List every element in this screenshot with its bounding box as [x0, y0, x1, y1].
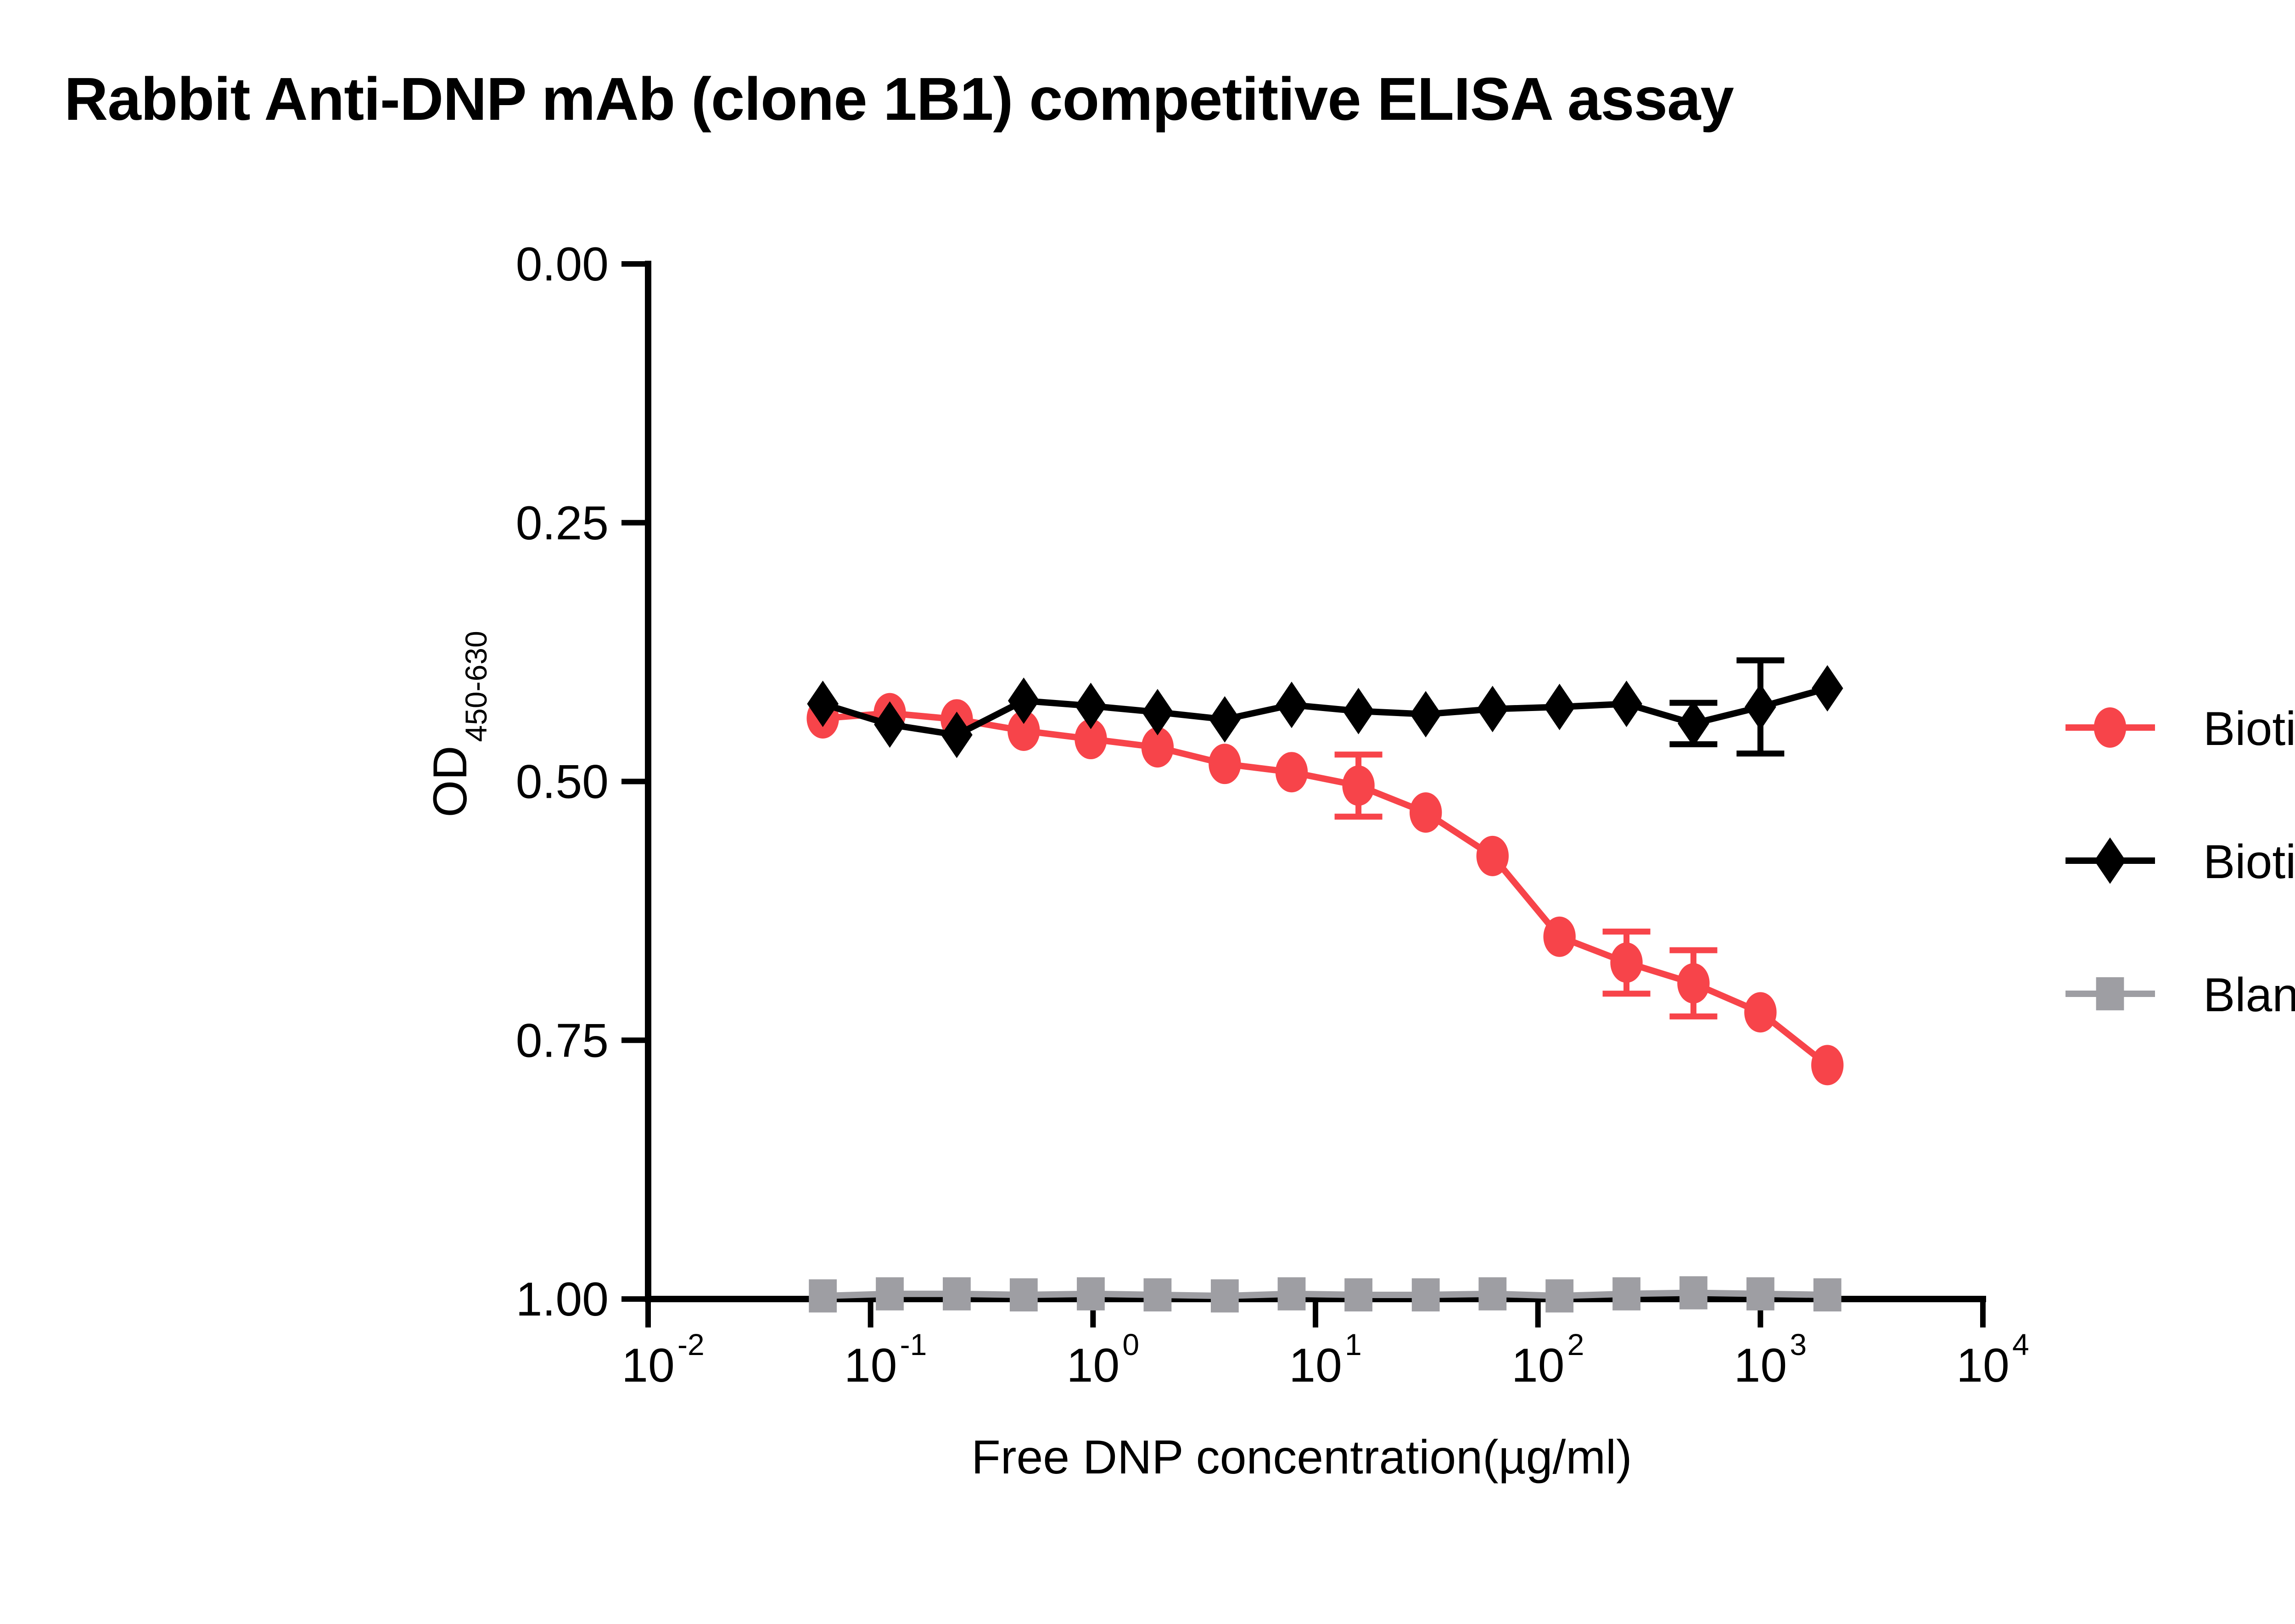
- x-tick-mantissa: 10: [844, 1339, 897, 1392]
- x-tick-exponent: 1: [1345, 1327, 1362, 1361]
- x-tick-mantissa: 10: [1956, 1339, 2010, 1392]
- data-point-diamond: [1276, 682, 1308, 728]
- data-point-square: [1411, 1278, 1440, 1312]
- data-point-circle: [1008, 711, 1040, 751]
- data-point-square: [1077, 1277, 1105, 1310]
- page-title: Rabbit Anti-DNP mAb (clone 1B1) competit…: [64, 65, 1734, 133]
- y-tick-label: 0.00: [516, 238, 609, 291]
- data-point-diamond: [874, 701, 906, 748]
- data-point-circle: [1543, 916, 1576, 957]
- data-point-square: [1813, 1278, 1842, 1312]
- data-point-diamond: [807, 680, 839, 727]
- data-point-square: [1277, 1277, 1306, 1310]
- x-tick-label: 10 -2: [621, 1327, 705, 1392]
- legend-group: Biotinylated DNP-BSA + free DNP Biotinyla…: [2066, 702, 2295, 1022]
- data-point-square: [1612, 1277, 1640, 1310]
- data-point-square: [1679, 1276, 1707, 1310]
- data-point-diamond: [1811, 665, 1843, 712]
- data-point-circle: [2093, 707, 2127, 748]
- x-tick-label: 10 2: [1511, 1327, 1584, 1392]
- data-point-square: [943, 1277, 971, 1310]
- data-point-diamond: [1544, 683, 1575, 730]
- x-tick-mantissa: 10: [1734, 1339, 1787, 1392]
- legend-label: Biotinylated DNP-BSA + free DNP: [2203, 702, 2295, 756]
- series-2: [807, 657, 1843, 758]
- data-point-circle: [1141, 727, 1174, 768]
- data-point-diamond: [1008, 678, 1040, 724]
- data-point-square: [876, 1277, 904, 1310]
- data-point-diamond: [1745, 683, 1776, 730]
- y-tick-label: 0.25: [516, 497, 609, 550]
- x-tick-mantissa: 10: [1066, 1339, 1120, 1392]
- data-point-diamond: [1477, 686, 1509, 733]
- legend-item-2[interactable]: Biotinylated DNP-BSA: [2066, 835, 2295, 889]
- data-point-square: [809, 1279, 837, 1313]
- x-tick-mantissa: 10: [1289, 1339, 1342, 1392]
- data-point-circle: [1342, 765, 1375, 806]
- data-point-diamond: [1343, 688, 1374, 734]
- data-point-circle: [1744, 992, 1777, 1033]
- y-tick-label: 0.50: [516, 756, 609, 809]
- data-point-square: [1210, 1279, 1239, 1313]
- data-point-circle: [1677, 963, 1710, 1004]
- data-point-square: [1344, 1278, 1373, 1312]
- legend-item-3[interactable]: Blank: [2066, 969, 2295, 1022]
- data-point-circle: [1075, 719, 1107, 760]
- data-point-diamond: [1678, 700, 1709, 747]
- x-tick-exponent: -2: [677, 1327, 705, 1361]
- data-point-square: [1746, 1277, 1774, 1310]
- data-point-circle: [1409, 792, 1442, 833]
- y-tick-label: 1.00: [516, 1273, 609, 1326]
- x-tick-exponent: 4: [2012, 1327, 2029, 1361]
- data-point-diamond: [1611, 680, 1642, 727]
- data-point-diamond: [1142, 689, 1174, 736]
- x-tick-label: 10 3: [1734, 1327, 1807, 1392]
- x-tick-exponent: 0: [1122, 1327, 1139, 1361]
- x-tick-exponent: 2: [1567, 1327, 1584, 1361]
- x-tick-label: 10 0: [1066, 1327, 1139, 1392]
- series-line: [819, 685, 1831, 739]
- data-point-diamond: [941, 711, 973, 758]
- y-axis-title-sub: 450-630: [459, 631, 493, 742]
- legend-item-1[interactable]: Biotinylated DNP-BSA + free DNP: [2066, 702, 2295, 756]
- data-point-circle: [1476, 835, 1509, 876]
- x-tick-exponent: -1: [900, 1327, 927, 1361]
- data-point-square: [2096, 977, 2124, 1011]
- data-point-circle: [1209, 744, 1241, 784]
- x-tick-mantissa: 10: [621, 1339, 675, 1392]
- x-tick-label: 10 -1: [844, 1327, 927, 1392]
- series-line: [819, 1289, 1831, 1299]
- x-tick-label: 10 4: [1956, 1327, 2029, 1392]
- data-point-diamond: [1410, 691, 1442, 738]
- data-point-diamond: [1209, 696, 1241, 743]
- y-axis-title: OD 450-630: [424, 631, 493, 817]
- data-point-square: [1478, 1277, 1507, 1310]
- series-line: [819, 710, 1831, 1069]
- data-point-square: [1545, 1279, 1574, 1313]
- data-point-circle: [1275, 752, 1308, 793]
- data-point-square: [1143, 1278, 1172, 1312]
- data-point-circle: [1610, 942, 1643, 983]
- series-group: [806, 657, 1844, 1313]
- x-tick-mantissa: 10: [1511, 1339, 1565, 1392]
- data-point-diamond: [2094, 837, 2126, 884]
- data-point-diamond: [1075, 683, 1107, 729]
- data-point-square: [1009, 1278, 1038, 1312]
- x-tick-exponent: 3: [1790, 1327, 1807, 1361]
- y-axis-title-main: OD: [424, 746, 477, 818]
- series-3: [809, 1276, 1842, 1313]
- x-tick-label: 10 1: [1289, 1327, 1362, 1392]
- legend-label: Blank: [2203, 969, 2295, 1022]
- y-tick-label: 0.75: [516, 1014, 609, 1067]
- x-axis-title: Free DNP concentration(µg/ml): [971, 1431, 1632, 1484]
- legend-label: Biotinylated DNP-BSA: [2203, 835, 2295, 889]
- data-point-circle: [1811, 1045, 1844, 1086]
- series-1: [806, 693, 1844, 1086]
